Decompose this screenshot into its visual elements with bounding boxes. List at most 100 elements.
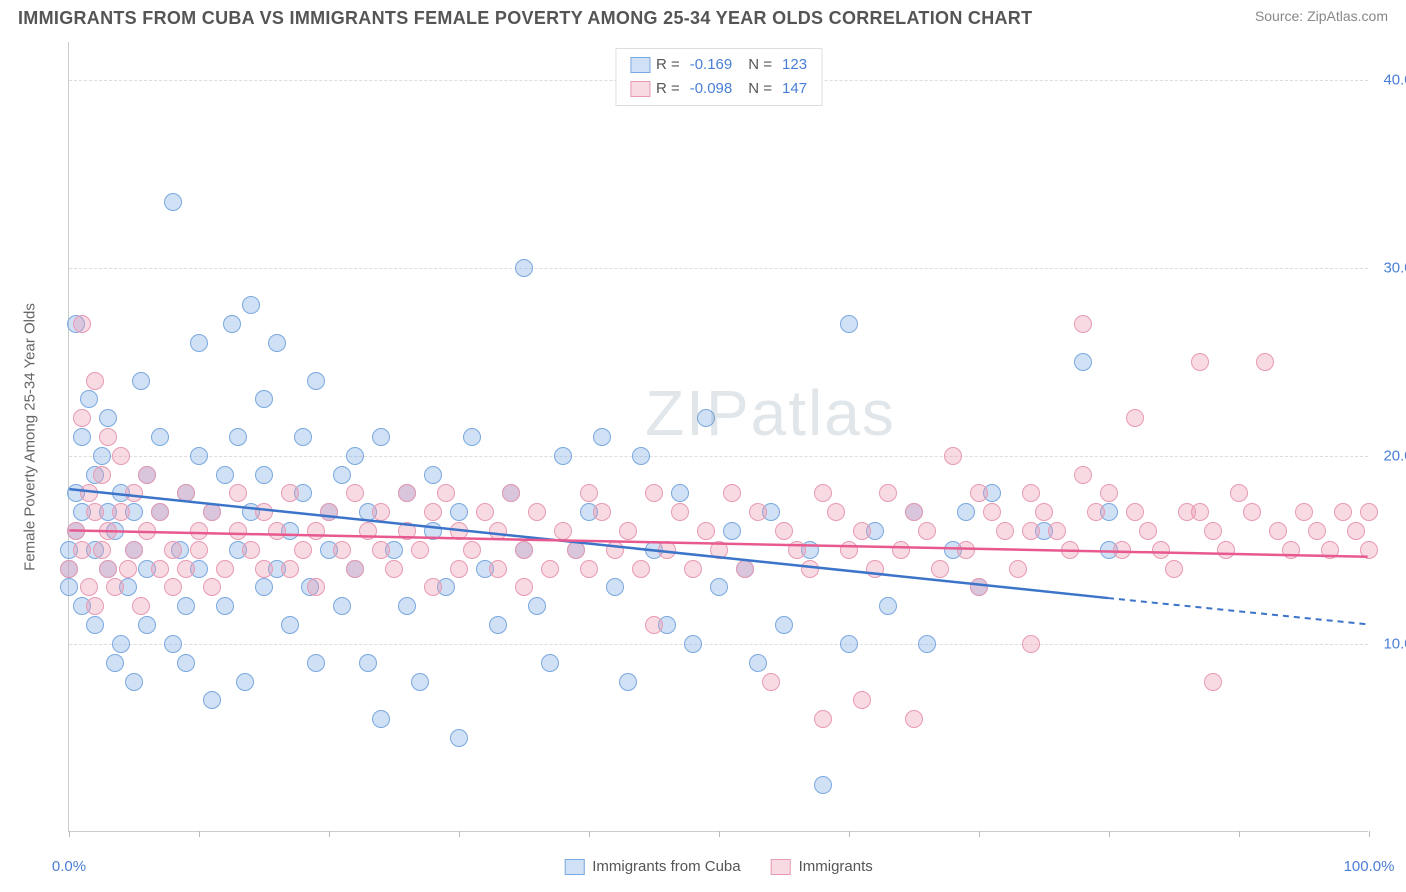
data-point-cuba [749,654,767,672]
data-point-immigrants [437,484,455,502]
data-point-immigrants [1230,484,1248,502]
data-point-cuba [554,447,572,465]
data-point-immigrants [73,315,91,333]
legend-n-value-immigrants: 147 [782,77,807,101]
data-point-cuba [164,635,182,653]
data-point-immigrants [1295,503,1313,521]
legend-row-immigrants: R = -0.098 N = 147 [630,77,807,101]
data-point-cuba [424,466,442,484]
legend-n-label: N = [748,53,772,77]
data-point-immigrants [1139,522,1157,540]
data-point-immigrants [151,503,169,521]
data-point-immigrants [957,541,975,559]
data-point-cuba [528,597,546,615]
data-point-immigrants [60,560,78,578]
legend-r-label: R = [656,77,680,101]
gridline-h [69,456,1368,457]
data-point-cuba [281,616,299,634]
data-point-cuba [632,447,650,465]
data-point-immigrants [1165,560,1183,578]
y-tick-label: 10.0% [1383,635,1406,652]
data-point-immigrants [164,578,182,596]
x-tick [1109,831,1110,837]
source-attribution: Source: ZipAtlas.com [1255,8,1388,24]
data-point-cuba [489,616,507,634]
data-point-cuba [1074,353,1092,371]
y-tick-label: 20.0% [1383,447,1406,464]
data-point-immigrants [333,541,351,559]
data-point-immigrants [463,541,481,559]
source-link[interactable]: ZipAtlas.com [1307,8,1388,24]
data-point-immigrants [80,484,98,502]
data-point-immigrants [203,503,221,521]
data-point-immigrants [710,541,728,559]
data-point-immigrants [1308,522,1326,540]
data-point-cuba [190,334,208,352]
data-point-immigrants [281,560,299,578]
data-point-immigrants [632,560,650,578]
data-point-cuba [294,428,312,446]
data-point-immigrants [67,522,85,540]
data-point-immigrants [99,428,117,446]
data-point-cuba [593,428,611,446]
data-point-immigrants [216,560,234,578]
data-point-immigrants [528,503,546,521]
data-point-immigrants [736,560,754,578]
data-point-immigrants [489,560,507,578]
data-point-immigrants [398,484,416,502]
data-point-immigrants [424,503,442,521]
data-point-immigrants [866,560,884,578]
data-point-immigrants [684,560,702,578]
data-point-cuba [307,372,325,390]
data-point-immigrants [1022,635,1040,653]
data-point-immigrants [138,466,156,484]
data-point-cuba [346,447,364,465]
data-point-immigrants [502,484,520,502]
data-point-immigrants [242,541,260,559]
data-point-immigrants [1334,503,1352,521]
data-point-immigrants [424,578,442,596]
data-point-immigrants [1074,466,1092,484]
legend-label-cuba: Immigrants from Cuba [592,858,740,875]
data-point-cuba [463,428,481,446]
data-point-immigrants [125,541,143,559]
data-point-cuba [671,484,689,502]
data-point-cuba [106,654,124,672]
series-legend: Immigrants from Cuba Immigrants [564,858,873,875]
data-point-cuba [333,466,351,484]
data-point-immigrants [411,541,429,559]
legend-n-value-cuba: 123 [782,53,807,77]
data-point-cuba [372,428,390,446]
x-tick [459,831,460,837]
data-point-cuba [255,578,273,596]
data-point-immigrants [1100,484,1118,502]
data-point-cuba [450,503,468,521]
data-point-immigrants [450,522,468,540]
data-point-immigrants [1256,353,1274,371]
data-point-immigrants [307,522,325,540]
data-point-cuba [73,428,91,446]
data-point-immigrants [1074,315,1092,333]
data-point-immigrants [281,484,299,502]
data-point-cuba [697,409,715,427]
data-point-immigrants [190,522,208,540]
gridline-h [69,268,1368,269]
data-point-immigrants [567,541,585,559]
data-point-immigrants [112,503,130,521]
chart-container: Female Poverty Among 25-34 Year Olds R =… [40,42,1390,832]
data-point-immigrants [489,522,507,540]
legend-r-value-immigrants: -0.098 [690,77,733,101]
x-tick [849,831,850,837]
data-point-cuba [177,654,195,672]
data-point-immigrants [125,484,143,502]
data-point-immigrants [840,541,858,559]
data-point-cuba [112,635,130,653]
data-point-immigrants [541,560,559,578]
data-point-immigrants [99,560,117,578]
data-point-cuba [606,578,624,596]
x-tick [329,831,330,837]
data-point-cuba [242,296,260,314]
data-point-immigrants [1022,522,1040,540]
data-point-immigrants [788,541,806,559]
data-point-immigrants [320,503,338,521]
